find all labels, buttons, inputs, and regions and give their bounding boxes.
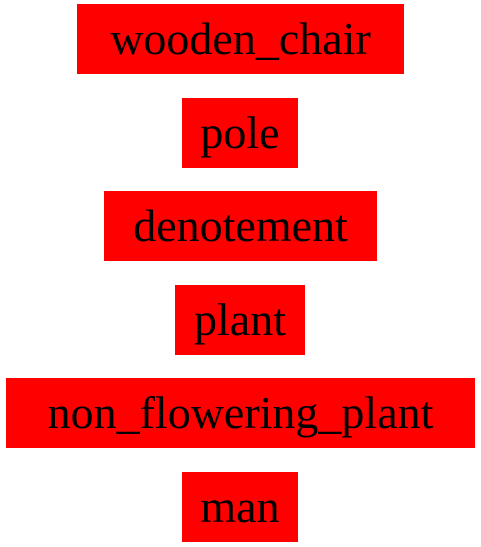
node-non-flowering-plant: non_flowering_plant (6, 378, 475, 448)
node-plant: plant (175, 285, 305, 355)
node-wooden-chair: wooden_chair (77, 4, 404, 74)
node-pole: pole (182, 98, 298, 168)
node-man: man (182, 472, 298, 542)
node-denotement: denotement (104, 191, 377, 261)
